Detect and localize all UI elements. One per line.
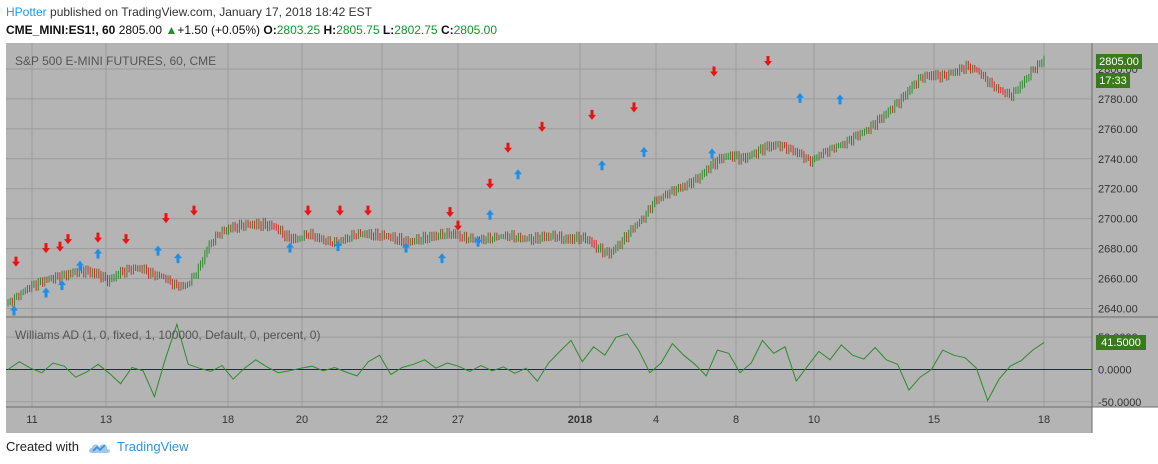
tradingview-cloud-icon[interactable] <box>87 440 111 454</box>
buy-signal-arrow <box>708 148 716 159</box>
buy-signal-arrow <box>154 245 162 256</box>
price-change: +1.50 (+0.05%) <box>177 23 261 37</box>
y-tick-label: 2760.00 <box>1098 124 1138 136</box>
last-price-tag-label: 2805.00 <box>1099 56 1139 68</box>
buy-signal-arrow <box>640 146 648 157</box>
sell-signal-arrow <box>336 205 344 216</box>
buy-signal-arrow <box>286 242 294 253</box>
ticker-line: CME_MINI:ES1!, 60 2805.00 ▲+1.50 (+0.05%… <box>6 21 497 39</box>
y-tick-label: 2680.00 <box>1098 244 1138 256</box>
buy-signal-arrow <box>836 94 844 105</box>
buy-signal-arrow <box>174 253 182 264</box>
x-tick-label: 22 <box>376 414 388 426</box>
x-tick-label: 11 <box>26 414 37 426</box>
publish-info: published on TradingView.com, January 17… <box>46 5 373 19</box>
indicator-y-tick-label: -50.0000 <box>1098 397 1141 409</box>
buy-signal-arrow <box>402 242 410 253</box>
y-tick-label: 2740.00 <box>1098 154 1138 166</box>
x-tick-label: 8 <box>733 414 739 426</box>
up-triangle-icon: ▲ <box>165 23 178 37</box>
y-tick-label: 2700.00 <box>1098 214 1138 226</box>
buy-signal-arrow <box>486 209 494 220</box>
open-value: 2803.25 <box>276 23 321 37</box>
x-tick-label: 2018 <box>568 414 592 426</box>
sell-signal-arrow <box>764 55 772 66</box>
sell-signal-arrow <box>12 256 20 267</box>
symbol: CME_MINI:ES1!, 60 <box>6 23 116 37</box>
sell-signal-arrow <box>486 178 494 189</box>
buy-signal-arrow <box>94 248 102 259</box>
sell-signal-arrow <box>190 205 198 216</box>
sell-signal-arrow <box>64 234 72 245</box>
time-axis-bg <box>6 407 1092 433</box>
price-pane-title: S&P 500 E-MINI FUTURES, 60, CME <box>15 54 216 68</box>
sell-signal-arrow <box>504 142 512 153</box>
sell-signal-arrow <box>162 213 170 224</box>
sell-signal-arrow <box>42 243 50 254</box>
y-tick-label: 2780.00 <box>1098 94 1138 106</box>
high-value: 2805.75 <box>336 23 380 37</box>
created-with-text: Created with <box>6 439 79 454</box>
y-tick-label: 2720.00 <box>1098 184 1138 196</box>
price-pane-bg <box>6 43 1092 317</box>
footer: Created with TradingView <box>6 438 189 456</box>
x-tick-label: 13 <box>100 414 112 426</box>
tradingview-link[interactable]: TradingView <box>116 439 189 454</box>
indicator-y-tick-label: 0.0000 <box>1098 364 1132 376</box>
buy-signal-arrow <box>58 280 66 291</box>
buy-signal-arrow <box>514 169 522 180</box>
sell-signal-arrow <box>446 207 454 218</box>
sell-signal-arrow <box>588 109 596 120</box>
low-value: 2802.75 <box>394 23 438 37</box>
publish-header: HPotter published on TradingView.com, Ja… <box>6 3 372 21</box>
sell-signal-arrow <box>364 205 372 216</box>
buy-signal-arrow <box>42 287 50 298</box>
buy-signal-arrow <box>76 260 84 271</box>
y-tick-label: 2640.00 <box>1098 304 1138 316</box>
author-link[interactable]: HPotter <box>6 5 47 19</box>
close-label: C: <box>440 23 454 37</box>
buy-signal-arrow <box>10 305 18 316</box>
williams-value-label: 41.5000 <box>1101 337 1141 349</box>
x-tick-label: 15 <box>928 414 940 426</box>
x-tick-label: 10 <box>808 414 820 426</box>
buy-signal-arrow <box>334 241 342 252</box>
buy-signal-arrow <box>796 92 804 103</box>
buy-signal-arrow <box>474 236 482 247</box>
x-tick-label: 4 <box>653 414 659 426</box>
last-price: 2805.00 <box>118 23 163 37</box>
sell-signal-arrow <box>454 220 462 231</box>
sell-signal-arrow <box>122 234 130 245</box>
y-tick-label: 2660.00 <box>1098 274 1138 286</box>
buy-signal-arrow <box>598 160 606 171</box>
chart-svg[interactable]: 11 13 18 20 22 27 2018 4 8 10 15 18 2640.00 2660.00 26… <box>6 43 1158 433</box>
sell-signal-arrow <box>94 232 102 243</box>
sell-signal-arrow <box>710 66 718 77</box>
x-tick-label: 18 <box>222 414 234 426</box>
williams-ad-line <box>7 322 1045 402</box>
sell-signal-arrow <box>304 205 312 216</box>
high-label: H: <box>323 23 337 37</box>
countdown-label: 17:33 <box>1099 75 1127 87</box>
x-tick-label: 20 <box>296 414 308 426</box>
chart-container[interactable]: 11 13 18 20 22 27 2018 4 8 10 15 18 2640.00 2660.00 26… <box>6 43 1158 433</box>
williams-value-tag: 41.5000 <box>1096 335 1146 350</box>
sell-signal-arrow <box>56 241 64 252</box>
last-price-tag: 2805.00 17:33 <box>1096 54 1142 88</box>
sell-signal-arrow <box>538 121 546 132</box>
open-label: O: <box>263 23 277 37</box>
low-label: L: <box>382 23 395 37</box>
sell-signal-arrow <box>630 102 638 113</box>
x-tick-label: 27 <box>452 414 464 426</box>
buy-signal-arrow <box>438 253 446 264</box>
indicator-pane-title: Williams AD (1, 0, fixed, 1, 100000, Def… <box>15 328 320 342</box>
x-tick-label: 18 <box>1038 414 1050 426</box>
close-value: 2805.00 <box>453 23 498 37</box>
